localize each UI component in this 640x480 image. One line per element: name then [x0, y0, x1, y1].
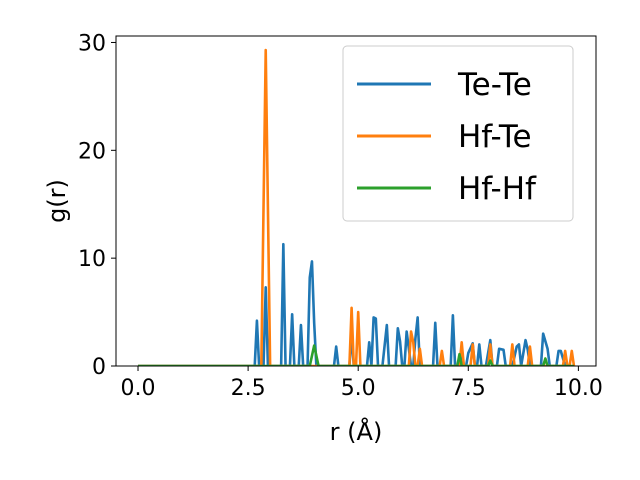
- series-layer: [138, 48, 576, 366]
- legend-label: Te-Te: [457, 67, 532, 103]
- series-line-hf-te: [138, 48, 576, 366]
- x-tick-label: 10.0: [554, 376, 603, 401]
- y-axis-label: g(r): [43, 179, 71, 223]
- legend: Te-Te Hf-Te Hf-Hf: [342, 45, 574, 222]
- x-tick-label: 5.0: [341, 376, 376, 401]
- y-tick-label: 20: [78, 139, 106, 164]
- y-tick-label: 0: [92, 355, 106, 380]
- y-tick-label: 10: [78, 247, 106, 272]
- axes-frame: [115, 35, 597, 367]
- y-tick-label: 30: [78, 31, 106, 56]
- x-tick-label: 7.5: [451, 376, 486, 401]
- series-line-hf-hf: [138, 344, 574, 366]
- series-line-te-te: [138, 242, 570, 366]
- y-ticks: 0 10 20 30: [78, 31, 116, 380]
- legend-label: Hf-Hf: [458, 171, 537, 207]
- legend-label: Hf-Te: [458, 119, 532, 155]
- legend-box: [342, 45, 574, 222]
- x-tick-label: 0.0: [121, 376, 156, 401]
- x-ticks: 0.0 2.5 5.0 7.5 10.0: [121, 366, 603, 401]
- x-axis-label: r (Å): [330, 417, 383, 446]
- x-tick-label: 2.5: [231, 376, 266, 401]
